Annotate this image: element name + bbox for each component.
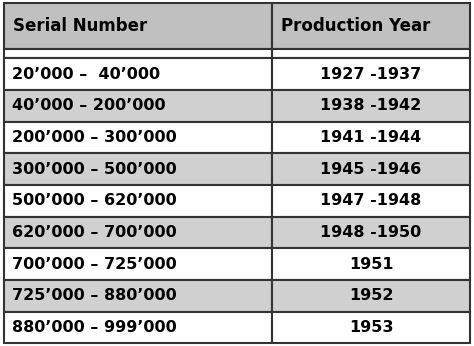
Bar: [272, 185, 470, 217]
Text: 20’000 –  40’000: 20’000 – 40’000: [12, 66, 160, 82]
Bar: [272, 3, 470, 49]
Bar: [4, 185, 272, 217]
Text: 725’000 – 880’000: 725’000 – 880’000: [12, 288, 177, 303]
Text: 1945 -1946: 1945 -1946: [320, 162, 422, 176]
Bar: [272, 311, 470, 343]
Text: 40’000 – 200’000: 40’000 – 200’000: [12, 98, 166, 113]
Text: Serial Number: Serial Number: [13, 17, 147, 35]
Text: 500’000 – 620’000: 500’000 – 620’000: [12, 193, 177, 208]
Bar: [4, 121, 272, 153]
Text: 1953: 1953: [349, 320, 393, 335]
Bar: [272, 153, 470, 185]
Text: 620’000 – 700’000: 620’000 – 700’000: [12, 225, 177, 240]
Text: 1947 -1948: 1947 -1948: [320, 193, 422, 208]
Text: 1938 -1942: 1938 -1942: [320, 98, 422, 113]
Bar: [272, 90, 470, 121]
Bar: [4, 58, 272, 90]
Text: 1927 -1937: 1927 -1937: [320, 66, 422, 82]
Bar: [4, 217, 272, 248]
Bar: [4, 49, 272, 58]
Bar: [272, 248, 470, 280]
Text: 1951: 1951: [349, 257, 393, 272]
Bar: [4, 3, 272, 49]
Bar: [4, 248, 272, 280]
Bar: [272, 121, 470, 153]
Bar: [272, 280, 470, 311]
Text: 300’000 – 500’000: 300’000 – 500’000: [12, 162, 177, 176]
Text: 1952: 1952: [349, 288, 393, 303]
Text: 200’000 – 300’000: 200’000 – 300’000: [12, 130, 177, 145]
Text: 700’000 – 725’000: 700’000 – 725’000: [12, 257, 177, 272]
Bar: [4, 90, 272, 121]
Bar: [272, 58, 470, 90]
Bar: [272, 217, 470, 248]
Text: 1941 -1944: 1941 -1944: [320, 130, 422, 145]
Text: Production Year: Production Year: [282, 17, 431, 35]
Bar: [272, 49, 470, 58]
Bar: [4, 280, 272, 311]
Bar: [4, 153, 272, 185]
Bar: [4, 311, 272, 343]
Text: 1948 -1950: 1948 -1950: [320, 225, 422, 240]
Text: 880’000 – 999’000: 880’000 – 999’000: [12, 320, 177, 335]
